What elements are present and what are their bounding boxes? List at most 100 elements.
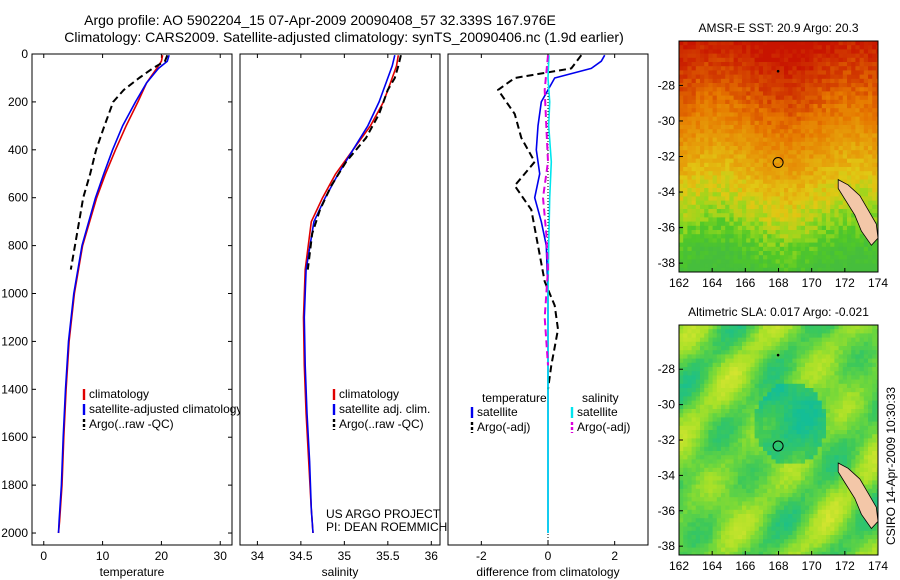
heatmap-cell xyxy=(842,514,848,519)
heatmap-cell xyxy=(758,53,764,59)
heatmap-cell xyxy=(792,367,797,372)
heatmap-cell xyxy=(754,66,760,71)
heatmap-cell xyxy=(800,259,806,264)
heatmap-cell xyxy=(679,234,684,239)
heatmap-cell xyxy=(805,150,810,155)
heatmap-cell xyxy=(721,137,726,143)
heatmap-cell xyxy=(729,325,734,330)
heatmap-cell xyxy=(796,70,802,75)
heatmap-cell xyxy=(838,137,844,143)
heatmap-cell xyxy=(712,246,718,252)
heatmap-cell xyxy=(716,404,722,410)
heatmap-cell xyxy=(826,438,831,443)
heatmap-cell xyxy=(687,200,692,206)
heatmap-cell xyxy=(809,480,814,485)
heatmap-cell xyxy=(683,99,688,105)
heatmap-cell xyxy=(834,137,839,143)
heatmap-cell xyxy=(863,62,869,67)
heatmap-cell xyxy=(704,221,709,227)
heatmap-cell xyxy=(872,463,877,469)
heatmap-cell xyxy=(691,392,697,397)
heatmap-cell xyxy=(838,354,844,359)
heatmap-cell xyxy=(834,251,839,256)
heatmap-cell xyxy=(792,137,797,143)
heatmap-cell xyxy=(729,188,734,193)
heatmap-cell xyxy=(754,146,760,151)
heatmap-cell xyxy=(704,341,709,347)
heatmap-cell xyxy=(729,341,734,347)
heatmap-cell xyxy=(809,400,814,406)
heatmap-cell xyxy=(763,480,768,485)
heatmap-cell xyxy=(830,518,835,523)
heatmap-cell xyxy=(855,183,860,189)
heatmap-cell xyxy=(838,45,844,50)
heatmap-cell xyxy=(721,57,726,63)
heatmap-cell xyxy=(691,217,697,222)
heatmap-cell xyxy=(704,116,709,122)
heatmap-cell xyxy=(725,484,730,490)
heatmap-cell xyxy=(679,183,684,189)
heatmap-cell xyxy=(792,518,797,523)
heatmap-cell xyxy=(855,78,860,84)
heatmap-cell xyxy=(847,497,852,502)
heatmap-cell xyxy=(683,162,688,168)
heatmap-cell xyxy=(784,91,789,96)
heatmap-cell xyxy=(830,480,835,485)
heatmap-cell xyxy=(788,404,793,410)
heatmap-cell xyxy=(788,337,793,343)
heatmap-cell xyxy=(704,251,709,256)
heatmap-cell xyxy=(792,175,797,180)
heatmap-cell xyxy=(809,196,814,201)
heatmap-cell xyxy=(708,91,713,96)
heatmap-cell xyxy=(817,480,823,485)
heatmap-cell xyxy=(876,129,878,134)
heatmap-cell xyxy=(687,488,692,494)
heatmap-cell xyxy=(767,354,772,359)
heatmap-cell xyxy=(679,200,684,206)
heatmap-cell xyxy=(708,230,713,235)
heatmap-cell xyxy=(809,255,814,260)
heatmap-cell xyxy=(683,251,688,256)
heatmap-cell xyxy=(788,196,793,201)
heatmap-cell xyxy=(695,167,701,172)
heatmap-cell xyxy=(721,451,726,456)
heatmap-cell xyxy=(750,108,755,113)
heatmap-cell xyxy=(683,480,688,485)
heatmap-cell xyxy=(716,337,722,343)
heatmap-cell xyxy=(695,371,701,376)
heatmap-cell xyxy=(817,379,823,385)
heatmap-cell xyxy=(679,325,684,330)
heatmap-cell xyxy=(796,175,802,180)
heatmap-cell xyxy=(838,204,844,210)
heatmap-cell xyxy=(805,255,810,260)
heatmap-cell xyxy=(834,133,839,138)
heatmap-cell xyxy=(813,125,818,130)
heatmap-cell xyxy=(721,171,726,176)
heatmap-cell xyxy=(771,238,776,243)
heatmap-cell xyxy=(826,162,831,168)
heatmap-cell xyxy=(863,329,869,334)
heatmap-cell xyxy=(775,91,781,96)
heatmap-cell xyxy=(800,392,806,397)
heatmap-cell xyxy=(733,396,739,401)
heatmap-cell xyxy=(868,417,873,422)
heatmap-cell xyxy=(817,57,823,63)
heatmap-cell xyxy=(691,53,697,59)
heatmap-cell xyxy=(851,400,856,406)
heatmap-cell xyxy=(859,333,865,338)
heatmap-cell xyxy=(695,392,701,397)
heatmap-cell xyxy=(750,505,755,511)
heatmap-cell xyxy=(830,183,835,189)
heatmap-cell xyxy=(754,91,760,96)
heatmap-cell xyxy=(716,129,722,134)
heatmap-cell xyxy=(691,78,697,84)
heatmap-cell xyxy=(775,346,781,351)
heatmap-cell xyxy=(763,358,768,364)
heatmap-cell xyxy=(775,518,781,523)
heatmap-cell xyxy=(830,463,835,469)
heatmap-cell xyxy=(754,196,760,201)
heatmap-cell xyxy=(855,120,860,126)
heatmap-cell xyxy=(746,388,751,393)
heatmap-cell xyxy=(847,95,852,101)
heatmap-cell xyxy=(683,425,688,431)
